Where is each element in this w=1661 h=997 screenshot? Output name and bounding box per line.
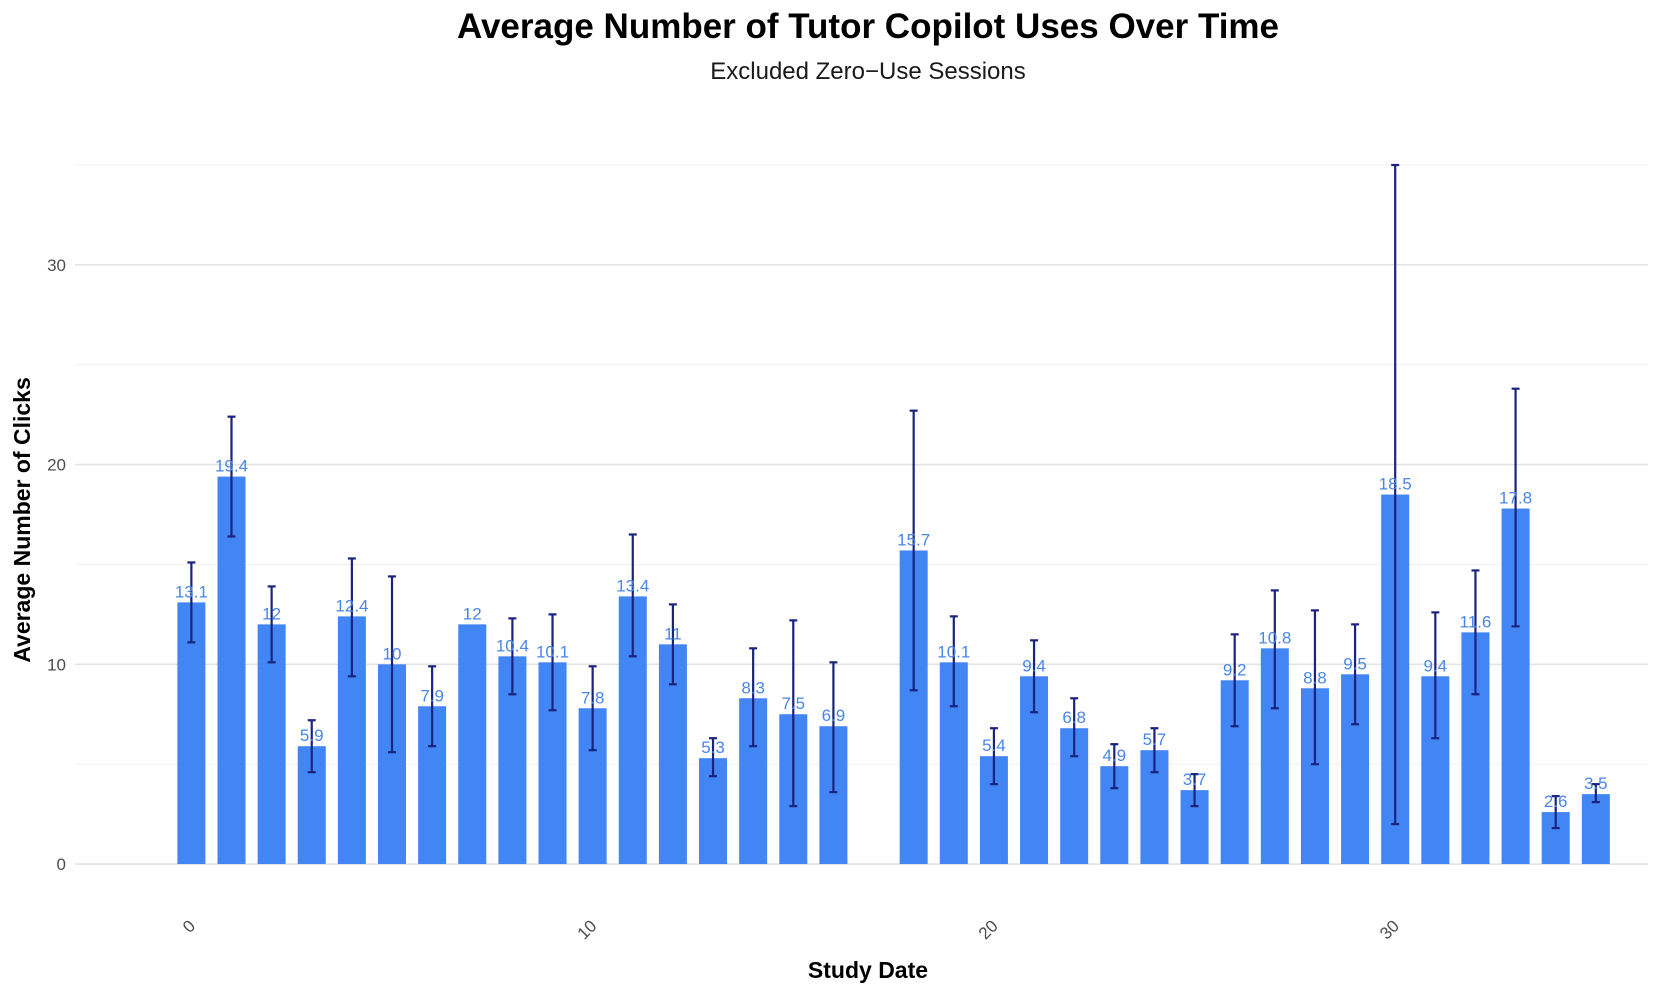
data-label: 10.1 <box>536 642 569 661</box>
data-label: 3.5 <box>1584 774 1608 793</box>
error-bar <box>1150 727 1159 774</box>
data-label: 11 <box>664 624 682 643</box>
error-bar <box>428 665 437 748</box>
data-label: 5.7 <box>1143 730 1167 749</box>
error-bar <box>789 619 798 808</box>
y-tick-label: 30 <box>47 256 66 275</box>
error-bars <box>187 163 1600 830</box>
error-bar <box>1511 387 1520 628</box>
data-label: 19.4 <box>215 457 248 476</box>
error-bar <box>347 557 356 678</box>
error-bar <box>307 719 316 774</box>
data-label: 4.9 <box>1102 746 1126 765</box>
error-bar <box>548 613 557 712</box>
data-label: 9.2 <box>1223 660 1247 679</box>
data-labels: 13.1 19.4 12 5.9 12.4 10 7.9 12 10.4 10.1 7.8 13.4 1… <box>175 457 1608 812</box>
error-bar <box>1070 697 1079 758</box>
error-bar <box>187 561 196 644</box>
data-label: 6.9 <box>822 706 846 725</box>
data-label: 7.9 <box>420 686 444 705</box>
chart-subtitle: Excluded Zero−Use Sessions <box>710 58 1026 85</box>
data-label: 8.3 <box>741 678 765 697</box>
error-bar <box>1110 743 1119 790</box>
data-label: 13.4 <box>616 576 649 595</box>
error-bar <box>909 409 918 692</box>
data-label: 7.5 <box>781 694 805 713</box>
error-bar <box>388 575 397 754</box>
data-label: 2.6 <box>1544 792 1568 811</box>
error-bar <box>949 615 958 708</box>
error-bar <box>1391 163 1400 826</box>
x-tick-label: 20 <box>975 916 1002 943</box>
grid-lines <box>75 164 1648 865</box>
y-tick-label: 10 <box>47 655 66 674</box>
data-label: 12 <box>463 604 482 623</box>
data-label: 5.4 <box>982 736 1006 755</box>
error-bar <box>1591 783 1600 804</box>
data-label: 5.9 <box>300 726 324 745</box>
error-bar <box>989 727 998 786</box>
error-bar <box>1551 795 1560 830</box>
data-label: 12.4 <box>335 596 368 615</box>
error-bar <box>1270 589 1279 710</box>
data-label: 9.4 <box>1022 656 1046 675</box>
x-tick-label: 0 <box>179 916 199 936</box>
data-label: 9.5 <box>1343 654 1367 673</box>
data-label: 11.6 <box>1460 612 1492 631</box>
bar <box>217 476 246 865</box>
data-label: 17.8 <box>1499 489 1532 508</box>
x-tick-label: 30 <box>1376 916 1403 943</box>
x-axis-title: Study Date <box>808 957 928 983</box>
bar <box>177 602 206 865</box>
error-bar <box>508 617 517 696</box>
error-bar <box>1310 609 1319 766</box>
error-bar <box>749 647 758 748</box>
error-bar <box>1471 569 1480 696</box>
bar <box>458 624 487 865</box>
data-label: 5.3 <box>701 738 725 757</box>
error-bar <box>1230 633 1239 728</box>
data-label: 15.7 <box>897 530 930 549</box>
data-label: 3.7 <box>1183 770 1207 789</box>
chart-title: Average Number of Tutor Copilot Uses Ove… <box>457 7 1279 46</box>
x-tick-label: 10 <box>574 916 601 943</box>
error-bar <box>668 603 677 686</box>
data-label: 12 <box>262 604 281 623</box>
data-label: 8.8 <box>1303 668 1327 687</box>
error-bar <box>829 661 838 794</box>
y-tick-label: 20 <box>47 456 66 475</box>
bar <box>257 624 286 865</box>
error-bar <box>709 737 718 778</box>
data-label: 18.5 <box>1379 475 1412 494</box>
error-bar <box>1431 611 1440 740</box>
error-bar <box>1351 623 1360 726</box>
error-bar <box>588 665 597 752</box>
data-label: 7.8 <box>581 688 605 707</box>
data-label: 10.8 <box>1258 628 1291 647</box>
data-label: 6.8 <box>1062 708 1086 727</box>
y-tick-label: 0 <box>57 855 66 874</box>
data-label: 13.1 <box>175 582 208 601</box>
error-bar <box>267 585 276 664</box>
error-bar <box>1190 773 1199 808</box>
bar <box>1581 794 1610 865</box>
data-label: 10.1 <box>937 642 970 661</box>
data-label: 10.4 <box>496 636 529 655</box>
y-axis-title: Average Number of Clicks <box>9 377 35 662</box>
data-label: 9.4 <box>1424 656 1448 675</box>
error-bar <box>628 533 637 658</box>
data-label: 10 <box>383 644 402 663</box>
error-bar <box>1030 639 1039 714</box>
error-bar <box>227 415 236 538</box>
